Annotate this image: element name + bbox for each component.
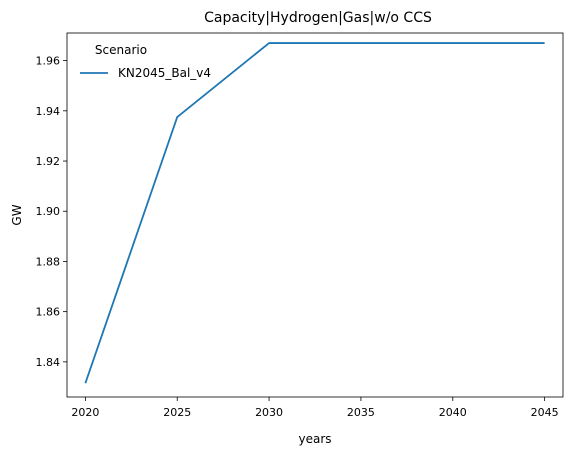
legend-entry-label: KN2045_Bal_v4 — [118, 66, 211, 80]
legend-title: Scenario — [95, 43, 147, 57]
y-tick-label: 1.88 — [36, 255, 61, 268]
y-tick-label: 1.86 — [36, 306, 61, 319]
y-axis: 1.84 1.86 1.88 1.90 1.92 1.94 1.96 — [36, 55, 67, 369]
y-tick-label: 1.92 — [36, 155, 61, 168]
x-tick-label: 2045 — [531, 406, 559, 419]
series-layer — [84, 42, 545, 384]
y-tick-label: 1.84 — [36, 356, 61, 369]
x-axis: 2020 2025 2030 2035 2040 2045 — [71, 397, 559, 419]
x-axis-label: years — [298, 432, 331, 446]
plot-area — [66, 32, 564, 398]
chart-title: Capacity|Hydrogen|Gas|w/o CCS — [204, 10, 432, 26]
x-tick-label: 2040 — [439, 406, 467, 419]
x-tick-label: 2035 — [347, 406, 375, 419]
y-axis-label: GW — [10, 204, 24, 225]
x-tick-label: 2025 — [163, 406, 191, 419]
y-tick-label: 1.94 — [36, 105, 61, 118]
x-tick-label: 2030 — [255, 406, 283, 419]
y-tick-label: 1.96 — [36, 55, 61, 68]
x-tick-label: 2020 — [71, 406, 99, 419]
series-line — [84, 42, 545, 384]
y-tick-label: 1.90 — [36, 205, 61, 218]
legend: Scenario KN2045_Bal_v4 — [80, 43, 211, 80]
